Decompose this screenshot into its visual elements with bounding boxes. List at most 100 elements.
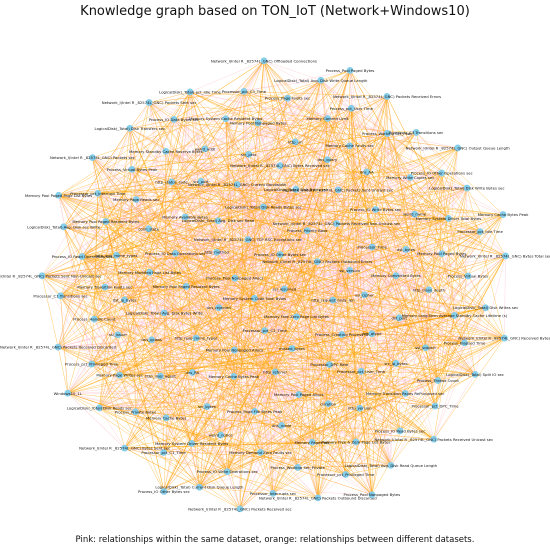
graph-node: Process_pct_Privileged Time xyxy=(65,360,119,368)
graph-node: src_bytes xyxy=(198,403,216,410)
graph-node: Process_IO Write Operations sec xyxy=(197,468,258,476)
node-label: Process_Handle Count xyxy=(73,317,116,322)
node-label: Network_I(Intel R _82574L_GNC) Output Qu… xyxy=(406,145,511,150)
within-dataset-edge xyxy=(119,278,236,376)
between-datasets-edge xyxy=(405,172,442,250)
node-label: Memory Cache Bytes Peak xyxy=(478,212,529,217)
within-dataset-edge xyxy=(360,231,481,372)
graph-node: Network_I(Intel R _82574L_GNC) Bytes Rec… xyxy=(230,162,330,170)
between-datasets-edge xyxy=(105,221,373,495)
node-label: Network_I(Intel R _82574L_GNC) Packets R… xyxy=(0,345,117,350)
graph-node: http_status_code xyxy=(155,178,188,186)
between-datasets-edge xyxy=(466,187,506,257)
node-marker xyxy=(281,285,288,293)
node-label: Memory Pool Paged Allocs xyxy=(274,392,324,397)
graph-node: LogicalDisk(_Total) Disk Bytes sec xyxy=(264,185,328,193)
between-datasets-edge xyxy=(236,184,392,466)
node-marker xyxy=(396,427,404,435)
within-dataset-edge xyxy=(200,181,426,348)
between-datasets-edge xyxy=(351,108,465,344)
graph-node: Memory Committed Bytes xyxy=(371,272,421,280)
node-marker xyxy=(368,243,376,251)
between-datasets-edge xyxy=(91,148,206,365)
node-marker xyxy=(314,494,322,502)
node-marker xyxy=(230,346,238,354)
graph-node: Process_Virtual Bytes Peak xyxy=(107,165,159,173)
graph-node: Processor_pct_C1_Time xyxy=(141,449,186,456)
between-datasets-edge xyxy=(63,226,192,444)
within-dataset-edge xyxy=(129,128,150,273)
within-dataset-edge xyxy=(124,299,152,340)
node-marker xyxy=(401,389,409,397)
between-datasets-edge xyxy=(189,91,481,232)
between-datasets-edge xyxy=(284,289,392,466)
between-datasets-edge xyxy=(104,286,505,339)
between-datasets-edge xyxy=(371,317,400,495)
between-datasets-edge xyxy=(405,337,505,394)
between-datasets-edge xyxy=(41,275,360,409)
between-datasets-edge xyxy=(425,173,442,348)
node-marker xyxy=(291,138,299,146)
between-datasets-edge xyxy=(328,133,388,404)
between-datasets-edge xyxy=(129,102,150,129)
node-marker xyxy=(412,129,420,136)
node-marker xyxy=(126,124,134,132)
between-datasets-edge xyxy=(320,80,373,495)
graph-edges xyxy=(41,60,506,510)
between-datasets-edge xyxy=(428,275,469,291)
node-label: Process_Page File Bytes Peak xyxy=(227,409,283,414)
between-datasets-edge xyxy=(191,132,417,444)
between-datasets-edge xyxy=(105,91,191,222)
between-datasets-edge xyxy=(57,91,191,348)
node-marker xyxy=(230,372,238,380)
between-datasets-edge xyxy=(260,441,356,453)
graph-node: Network_I(Intel R _82574L_GNC) Packets O… xyxy=(262,258,372,266)
within-dataset-edge xyxy=(136,91,191,200)
graph-node: Processor_C1 Transitions sec xyxy=(33,292,88,300)
graph-node: Process_pct_User Time xyxy=(330,104,374,112)
within-dataset-edge xyxy=(151,339,373,495)
between-datasets-edge xyxy=(163,316,297,453)
between-datasets-edge xyxy=(163,70,351,492)
node-marker xyxy=(201,145,209,153)
node-label: Processor_Time xyxy=(357,244,387,249)
node-label: Network_I(Intel R _82574L_GNC) Packets O… xyxy=(259,495,377,500)
between-datasets-edge xyxy=(131,169,406,394)
graph-node: Network_I(Intel R _82574L_GNC) Packets s… xyxy=(50,154,135,162)
node-marker xyxy=(132,196,140,203)
graph-node: Memory System Driver Total Bytes xyxy=(416,214,481,222)
between-datasets-edge xyxy=(92,157,192,444)
between-datasets-edge xyxy=(97,193,308,231)
node-label: Network_I(Intel R _82574L_GNC) Packets R… xyxy=(374,437,493,442)
node-marker xyxy=(333,220,340,227)
graph-node: Processor_pct_User_Time xyxy=(337,367,386,375)
between-datasets-edge xyxy=(199,406,208,488)
between-datasets-edge xyxy=(91,363,200,488)
graph-node: Memory Available Bytes xyxy=(162,213,208,221)
graph-title: Knowledge graph based on TON_IoT (Networ… xyxy=(80,4,470,19)
between-datasets-edge xyxy=(399,338,505,431)
graph-node: http_referrer xyxy=(263,368,288,376)
node-label: http_uri xyxy=(288,139,303,144)
node-label: Network_I(Intel R _82574L_GNC) Received … xyxy=(458,336,550,341)
graph-node: Network_I(Intel R _82574L_GNC) Packets R… xyxy=(333,93,441,100)
within-dataset-edge xyxy=(136,199,167,418)
between-datasets-edge xyxy=(317,145,350,498)
graph-node: Process_IO Other Operations sec xyxy=(411,169,473,177)
graph-node: Network_I(Intel R _82574L_GNC) Packets R… xyxy=(0,343,117,351)
node-marker xyxy=(352,438,360,446)
between-datasets-edge xyxy=(67,312,165,394)
node-marker xyxy=(451,312,458,319)
graph-node: Memory Page Reads sec xyxy=(113,196,159,203)
node-label: Process_Virtual Bytes Peak xyxy=(107,167,159,172)
node-marker xyxy=(213,248,221,256)
between-datasets-edge xyxy=(171,118,226,183)
between-datasets-edge xyxy=(227,403,329,472)
node-label: conn_state xyxy=(138,226,159,231)
node-marker xyxy=(402,246,410,253)
between-datasets-edge xyxy=(327,159,373,495)
graph-node: Network_I(Intel R _82574L_GNC) Packets R… xyxy=(188,505,292,513)
between-datasets-edge xyxy=(311,147,458,443)
between-datasets-edge xyxy=(248,154,392,466)
